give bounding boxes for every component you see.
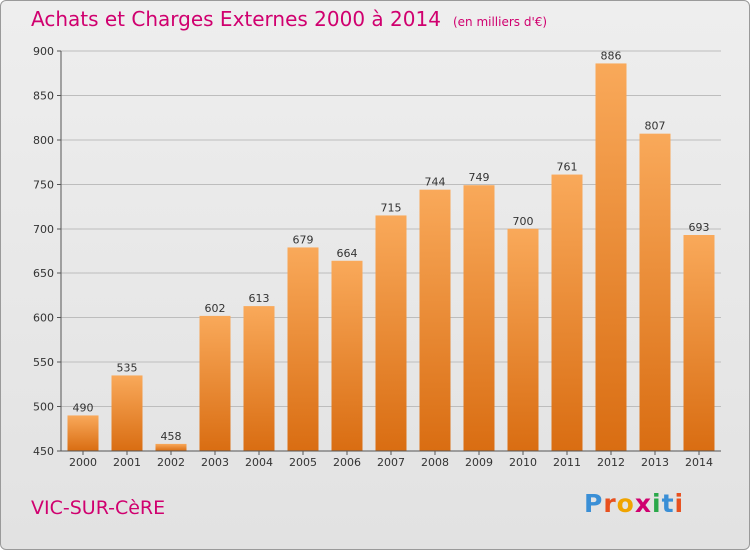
logo-letter: t xyxy=(661,489,675,518)
x-tick-label-2005: 2005 xyxy=(289,456,317,469)
logo-letter: r xyxy=(603,489,617,518)
x-tick-label-2002: 2002 xyxy=(157,456,185,469)
bar-2009[interactable] xyxy=(463,185,495,451)
axes: 450 500 550 600 650 700 750 800 850 900 2000 2001 20… xyxy=(33,45,721,469)
y-tick-label: 450 xyxy=(33,445,54,458)
y-tick-label: 750 xyxy=(33,178,54,191)
logo-letter: i xyxy=(674,489,685,518)
bar-2013[interactable] xyxy=(639,133,671,451)
bar-2011[interactable] xyxy=(551,174,583,452)
bar-2005[interactable] xyxy=(287,247,319,451)
data-label-2009: 749 xyxy=(469,171,490,184)
y-tick-label: 800 xyxy=(33,134,54,147)
y-tick-label: 600 xyxy=(33,312,54,325)
bar-2010[interactable] xyxy=(507,228,539,451)
chart-title-text: Achats et Charges Externes 2000 à 2014 xyxy=(31,7,441,31)
y-tick-label: 850 xyxy=(33,89,54,102)
data-label-2010: 700 xyxy=(513,215,534,228)
logo-letter: P xyxy=(584,489,604,518)
x-tick-label-2014: 2014 xyxy=(685,456,713,469)
bar-2012[interactable] xyxy=(595,63,627,451)
bar-2000[interactable] xyxy=(67,415,99,451)
logo-letter: x xyxy=(634,489,652,518)
x-tick-label-2000: 2000 xyxy=(69,456,97,469)
data-label-2005: 679 xyxy=(293,233,314,246)
x-tick-label-2007: 2007 xyxy=(377,456,405,469)
bar-2007[interactable] xyxy=(375,215,407,451)
data-label-2011: 761 xyxy=(557,161,578,174)
y-tick-label: 650 xyxy=(33,267,54,280)
y-tick-label: 500 xyxy=(33,401,54,414)
y-tick-label: 900 xyxy=(33,45,54,58)
city-name: VIC-SUR-CèRE xyxy=(31,497,166,519)
data-label-2008: 744 xyxy=(425,176,446,189)
bar-2003[interactable] xyxy=(199,315,231,451)
x-tick-label-2010: 2010 xyxy=(509,456,537,469)
data-label-2001: 535 xyxy=(117,361,138,374)
x-tick-label-2009: 2009 xyxy=(465,456,493,469)
data-label-2014: 693 xyxy=(689,221,710,234)
x-tick-label-2006: 2006 xyxy=(333,456,361,469)
bar-2014[interactable] xyxy=(683,235,715,451)
x-tick-label-2004: 2004 xyxy=(245,456,273,469)
data-label-2004: 613 xyxy=(249,292,270,305)
chart-subtitle: (en milliers d'€) xyxy=(452,15,548,29)
logo-letter: i xyxy=(652,489,662,518)
bar-2002[interactable] xyxy=(155,443,187,451)
data-label-2007: 715 xyxy=(381,201,402,214)
bars: 490 535 458 602 613 679 664 715 744 749 700 761 886 8… xyxy=(67,49,715,452)
data-label-2000: 490 xyxy=(73,401,94,414)
data-label-2006: 664 xyxy=(337,247,358,260)
bar-2001[interactable] xyxy=(111,375,143,451)
x-tick-label-2008: 2008 xyxy=(421,456,449,469)
y-tick-label: 700 xyxy=(33,223,54,236)
chart-title: Achats et Charges Externes 2000 à 2014 (e… xyxy=(31,7,547,31)
proxiti-logo[interactable]: Proxiti xyxy=(584,489,684,518)
y-tick-label: 550 xyxy=(33,356,54,369)
bar-2008[interactable] xyxy=(419,189,451,451)
x-tick-label-2012: 2012 xyxy=(597,456,625,469)
x-tick-label-2013: 2013 xyxy=(641,456,669,469)
x-tick-label-2001: 2001 xyxy=(113,456,141,469)
data-label-2002: 458 xyxy=(161,430,182,443)
bar-2006[interactable] xyxy=(331,260,363,451)
data-label-2013: 807 xyxy=(645,120,666,133)
x-tick-label-2003: 2003 xyxy=(201,456,229,469)
data-label-2012: 886 xyxy=(601,49,622,62)
bar-2004[interactable] xyxy=(243,306,275,451)
x-tick-label-2011: 2011 xyxy=(553,456,581,469)
data-label-2003: 602 xyxy=(205,302,226,315)
logo-letter: o xyxy=(616,489,635,518)
